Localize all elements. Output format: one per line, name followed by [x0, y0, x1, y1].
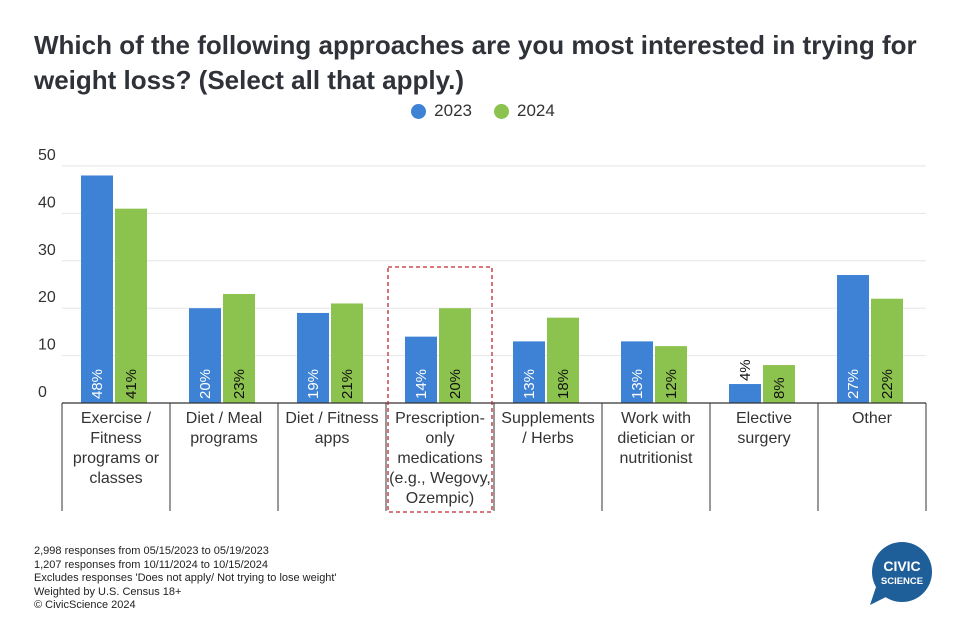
y-tick-label: 40 [38, 194, 56, 211]
x-tick-label: nutritionist [620, 450, 693, 467]
footer-line: Weighted by U.S. Census 18+ [34, 585, 182, 598]
data-label: 22% [879, 369, 896, 399]
bar-2023 [297, 312, 329, 403]
data-label: 20% [447, 369, 464, 399]
bar-2023 [405, 336, 437, 403]
legend: 2023 2024 [0, 101, 966, 121]
data-label: 13% [521, 369, 538, 399]
data-label: 4% [737, 359, 754, 381]
data-label: 18% [555, 369, 572, 399]
y-tick-label: 50 [38, 147, 56, 164]
y-tick-label: 30 [38, 242, 56, 259]
bar-2023 [621, 341, 653, 403]
legend-label-2023: 2023 [434, 101, 472, 120]
bar-2024 [547, 317, 579, 403]
footer-line: Excludes responses 'Does not apply/ Not … [34, 572, 337, 584]
bar-2024 [439, 308, 471, 403]
x-tick-label: programs [190, 430, 258, 447]
y-tick-label: 10 [38, 337, 56, 354]
x-tick-label: Work with [621, 410, 691, 427]
bar-2023 [729, 384, 761, 403]
y-tick-label: 0 [38, 384, 47, 401]
civicscience-logo: CIVIC SCIENCE [870, 542, 932, 605]
legend-swatch-2024 [494, 103, 509, 119]
data-label: 48% [89, 369, 106, 399]
x-tick-label: Prescription- [395, 410, 485, 427]
bar-2024 [223, 293, 255, 403]
x-tick-label: Exercise / [81, 410, 152, 427]
x-tick-label: Diet / Meal [186, 410, 262, 427]
x-tick-label: programs or [73, 450, 160, 467]
bar-2024 [331, 303, 363, 403]
data-label: 19% [305, 369, 322, 399]
data-label: 41% [123, 369, 140, 399]
footer-notes: 2,998 responses from 05/15/2023 to 05/19… [34, 545, 337, 613]
legend-swatch-2023 [411, 103, 427, 119]
logo-text-science: SCIENCE [881, 576, 923, 587]
x-tick-label: dietician or [617, 430, 695, 447]
x-tick-label: only [425, 430, 454, 447]
data-label: 8% [771, 377, 788, 399]
bar-2023 [837, 275, 869, 403]
chart-title: Which of the following approaches are yo… [34, 30, 917, 95]
x-tick-label: medications [397, 450, 482, 467]
data-label: 27% [845, 369, 862, 399]
bar-2023 [513, 341, 545, 403]
x-tick-label: apps [315, 430, 350, 447]
bar-2024 [115, 208, 147, 403]
data-label: 12% [663, 369, 680, 399]
data-label: 13% [629, 369, 646, 399]
x-tick-label: surgery [737, 430, 790, 447]
footer-line: © CivicScience 2024 [34, 599, 136, 611]
y-tick-label: 20 [38, 289, 56, 306]
footer-line: 1,207 responses from 10/11/2024 to 10/15… [34, 558, 269, 571]
legend-label-2024: 2024 [517, 101, 555, 120]
bar-2024 [871, 298, 903, 403]
data-label: 23% [231, 369, 248, 399]
x-tick-label: Other [852, 410, 893, 427]
x-tick-label: Fitness [90, 430, 142, 447]
legend-item-2023[interactable]: 2023 [411, 101, 472, 121]
legend-item-2024[interactable]: 2024 [494, 101, 555, 121]
bar-2024 [655, 346, 687, 403]
highlight-box [387, 266, 493, 513]
bar-2023 [189, 308, 221, 403]
x-tick-label: Diet / Fitness [285, 410, 378, 427]
bar-2024 [763, 365, 795, 403]
data-label: 14% [413, 369, 430, 399]
logo-text-civic: CIVIC [883, 558, 920, 574]
x-tick-label: (e.g., Wegovy, [389, 470, 491, 487]
x-tick-label: Ozempic) [406, 490, 474, 507]
x-tick-label: / Herbs [522, 430, 574, 447]
x-tick-label: Supplements [501, 410, 594, 427]
footer-line: 2,998 responses from 05/15/2023 to 05/19… [34, 545, 269, 557]
data-label: 21% [339, 369, 356, 399]
data-label: 20% [197, 369, 214, 399]
x-tick-label: classes [89, 470, 142, 487]
bar-2023 [81, 175, 113, 403]
x-tick-label: Elective [736, 410, 792, 427]
